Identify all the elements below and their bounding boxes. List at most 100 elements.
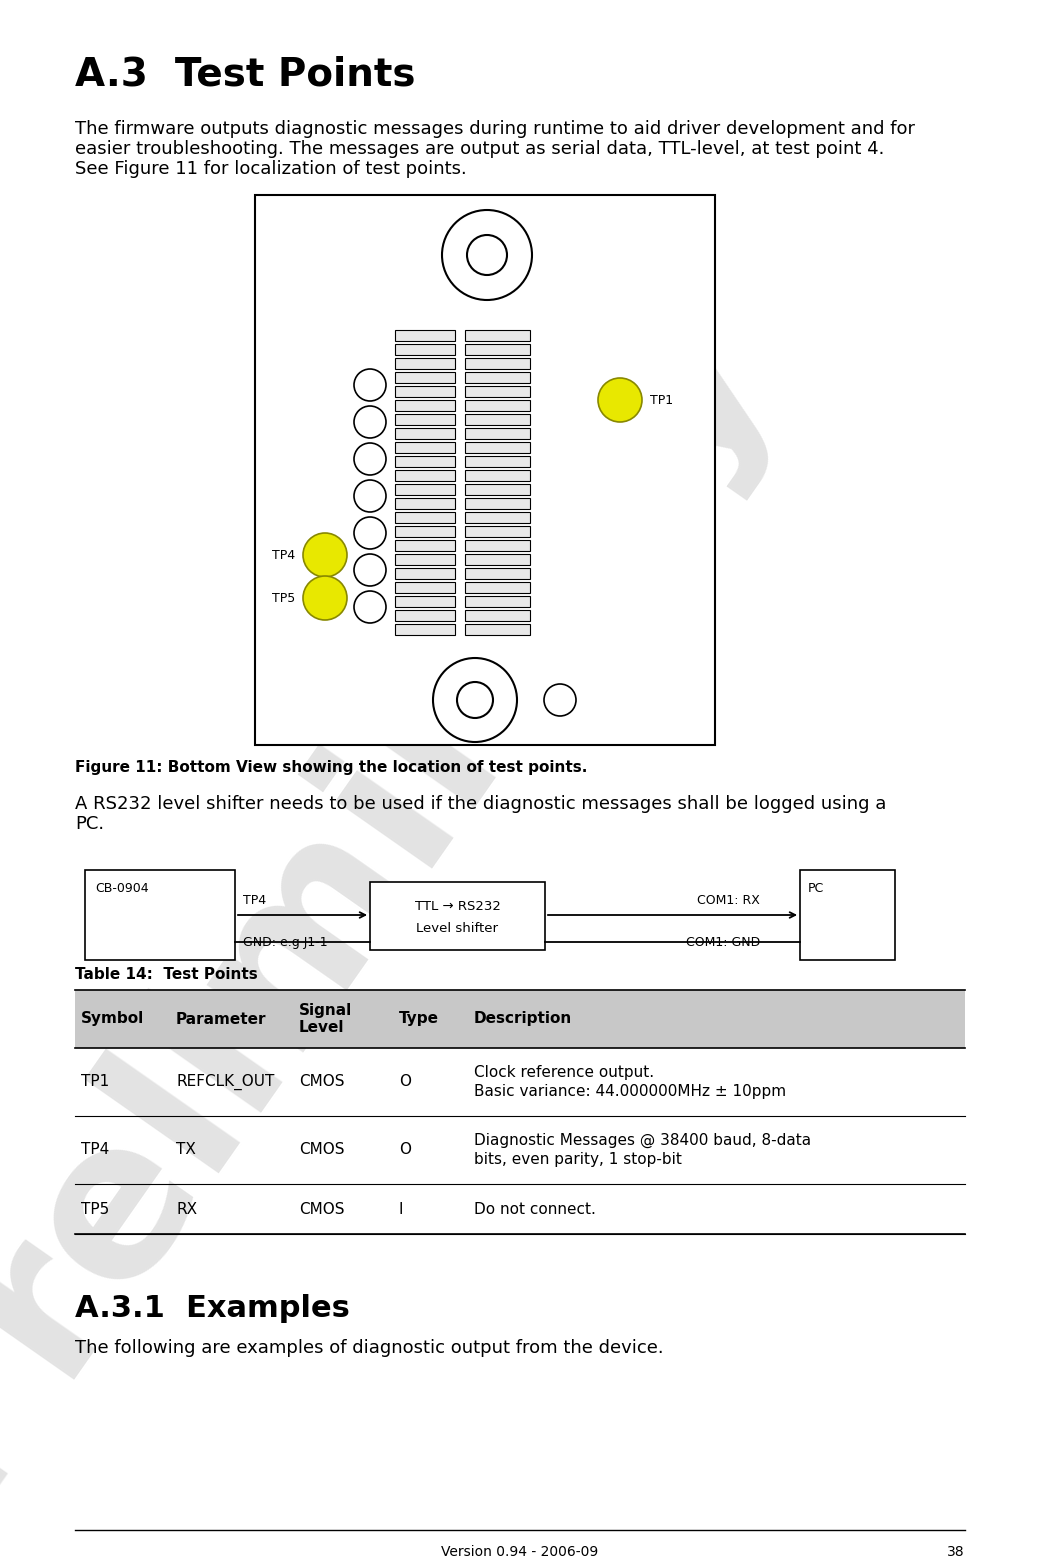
Bar <box>465 554 530 565</box>
Text: PC.: PC. <box>75 815 104 834</box>
Text: easier troubleshooting. The messages are output as serial data, TTL-level, at te: easier troubleshooting. The messages are… <box>75 140 884 158</box>
Text: CMOS: CMOS <box>300 1074 344 1090</box>
Bar <box>395 386 456 396</box>
Text: 38: 38 <box>947 1545 965 1559</box>
Text: A.3.1  Examples: A.3.1 Examples <box>75 1294 349 1324</box>
Text: Preliminary: Preliminary <box>0 265 808 1534</box>
Text: GND: e.g J1-1: GND: e.g J1-1 <box>243 935 328 949</box>
Circle shape <box>354 479 386 512</box>
Text: TTL → RS232: TTL → RS232 <box>415 899 500 913</box>
Text: Symbol: Symbol <box>81 1012 145 1027</box>
Circle shape <box>457 682 493 718</box>
Circle shape <box>544 684 576 716</box>
Text: The following are examples of diagnostic output from the device.: The following are examples of diagnostic… <box>75 1339 664 1357</box>
Bar <box>465 442 530 453</box>
Circle shape <box>433 659 517 741</box>
Circle shape <box>467 236 508 275</box>
Bar <box>465 414 530 425</box>
Bar <box>465 372 530 382</box>
Bar <box>395 329 456 340</box>
Bar <box>395 610 456 621</box>
Bar <box>465 357 530 368</box>
Text: Type: Type <box>399 1012 439 1027</box>
Bar <box>465 596 530 607</box>
Bar <box>395 372 456 382</box>
Bar <box>465 400 530 411</box>
Circle shape <box>442 211 532 300</box>
Bar <box>395 526 456 537</box>
Text: TP4: TP4 <box>243 893 266 907</box>
Text: TP1: TP1 <box>81 1074 109 1090</box>
Circle shape <box>354 368 386 401</box>
Bar <box>395 596 456 607</box>
Bar <box>395 582 456 593</box>
Text: PC: PC <box>808 882 825 894</box>
Text: O: O <box>399 1143 411 1158</box>
Circle shape <box>303 532 347 578</box>
Bar <box>465 343 530 354</box>
Bar <box>395 470 456 481</box>
Text: COM1: GND: COM1: GND <box>685 935 760 949</box>
Bar <box>395 414 456 425</box>
Circle shape <box>598 378 642 421</box>
Text: CB-0904: CB-0904 <box>95 882 149 894</box>
Text: Level shifter: Level shifter <box>416 921 498 935</box>
Bar <box>85 869 235 960</box>
Circle shape <box>354 517 386 549</box>
Text: Table 14:  Test Points: Table 14: Test Points <box>75 966 258 982</box>
Bar <box>395 540 456 551</box>
Circle shape <box>354 592 386 623</box>
Bar <box>800 869 895 960</box>
Text: Parameter: Parameter <box>176 1012 266 1027</box>
Text: CMOS: CMOS <box>300 1143 344 1158</box>
Bar <box>465 498 530 509</box>
Bar <box>370 882 545 951</box>
Text: TP5: TP5 <box>81 1202 109 1216</box>
Bar <box>395 554 456 565</box>
Bar <box>395 428 456 439</box>
Bar <box>395 343 456 354</box>
Bar <box>465 582 530 593</box>
Bar <box>395 624 456 635</box>
Bar <box>395 484 456 495</box>
Text: TP1: TP1 <box>650 393 673 406</box>
Bar <box>75 990 965 1047</box>
Bar <box>395 498 456 509</box>
Text: REFCLK_OUT: REFCLK_OUT <box>176 1074 275 1090</box>
Bar <box>465 540 530 551</box>
Text: O: O <box>399 1074 411 1090</box>
Circle shape <box>354 406 386 439</box>
Text: TX: TX <box>176 1143 196 1158</box>
Bar <box>395 400 456 411</box>
Text: Do not connect.: Do not connect. <box>474 1202 596 1216</box>
Text: See Figure 11 for localization of test points.: See Figure 11 for localization of test p… <box>75 159 467 178</box>
Bar <box>465 484 530 495</box>
Text: COM1: RX: COM1: RX <box>697 893 760 907</box>
Bar <box>465 470 530 481</box>
Bar <box>465 568 530 579</box>
Bar <box>395 442 456 453</box>
Bar <box>465 329 530 340</box>
Text: A.3  Test Points: A.3 Test Points <box>75 55 416 94</box>
Bar <box>465 428 530 439</box>
Text: Clock reference output.
Basic variance: 44.000000MHz ± 10ppm: Clock reference output. Basic variance: … <box>474 1065 786 1099</box>
Text: TP4: TP4 <box>81 1143 109 1158</box>
Bar <box>465 456 530 467</box>
Text: A RS232 level shifter needs to be used if the diagnostic messages shall be logge: A RS232 level shifter needs to be used i… <box>75 795 886 813</box>
Bar <box>465 512 530 523</box>
Circle shape <box>303 576 347 620</box>
Text: Figure 11: Bottom View showing the location of test points.: Figure 11: Bottom View showing the locat… <box>75 760 588 774</box>
Bar <box>465 526 530 537</box>
Circle shape <box>354 554 386 585</box>
Bar <box>465 386 530 396</box>
Text: RX: RX <box>176 1202 198 1216</box>
Text: TP4: TP4 <box>271 548 295 562</box>
Bar <box>395 568 456 579</box>
Bar <box>465 610 530 621</box>
Text: Diagnostic Messages @ 38400 baud, 8-data
bits, even parity, 1 stop-bit: Diagnostic Messages @ 38400 baud, 8-data… <box>474 1133 811 1168</box>
Text: I: I <box>399 1202 404 1216</box>
Bar <box>395 456 456 467</box>
Bar <box>255 195 716 745</box>
Text: TP5: TP5 <box>271 592 295 604</box>
Text: Version 0.94 - 2006-09: Version 0.94 - 2006-09 <box>441 1545 599 1559</box>
